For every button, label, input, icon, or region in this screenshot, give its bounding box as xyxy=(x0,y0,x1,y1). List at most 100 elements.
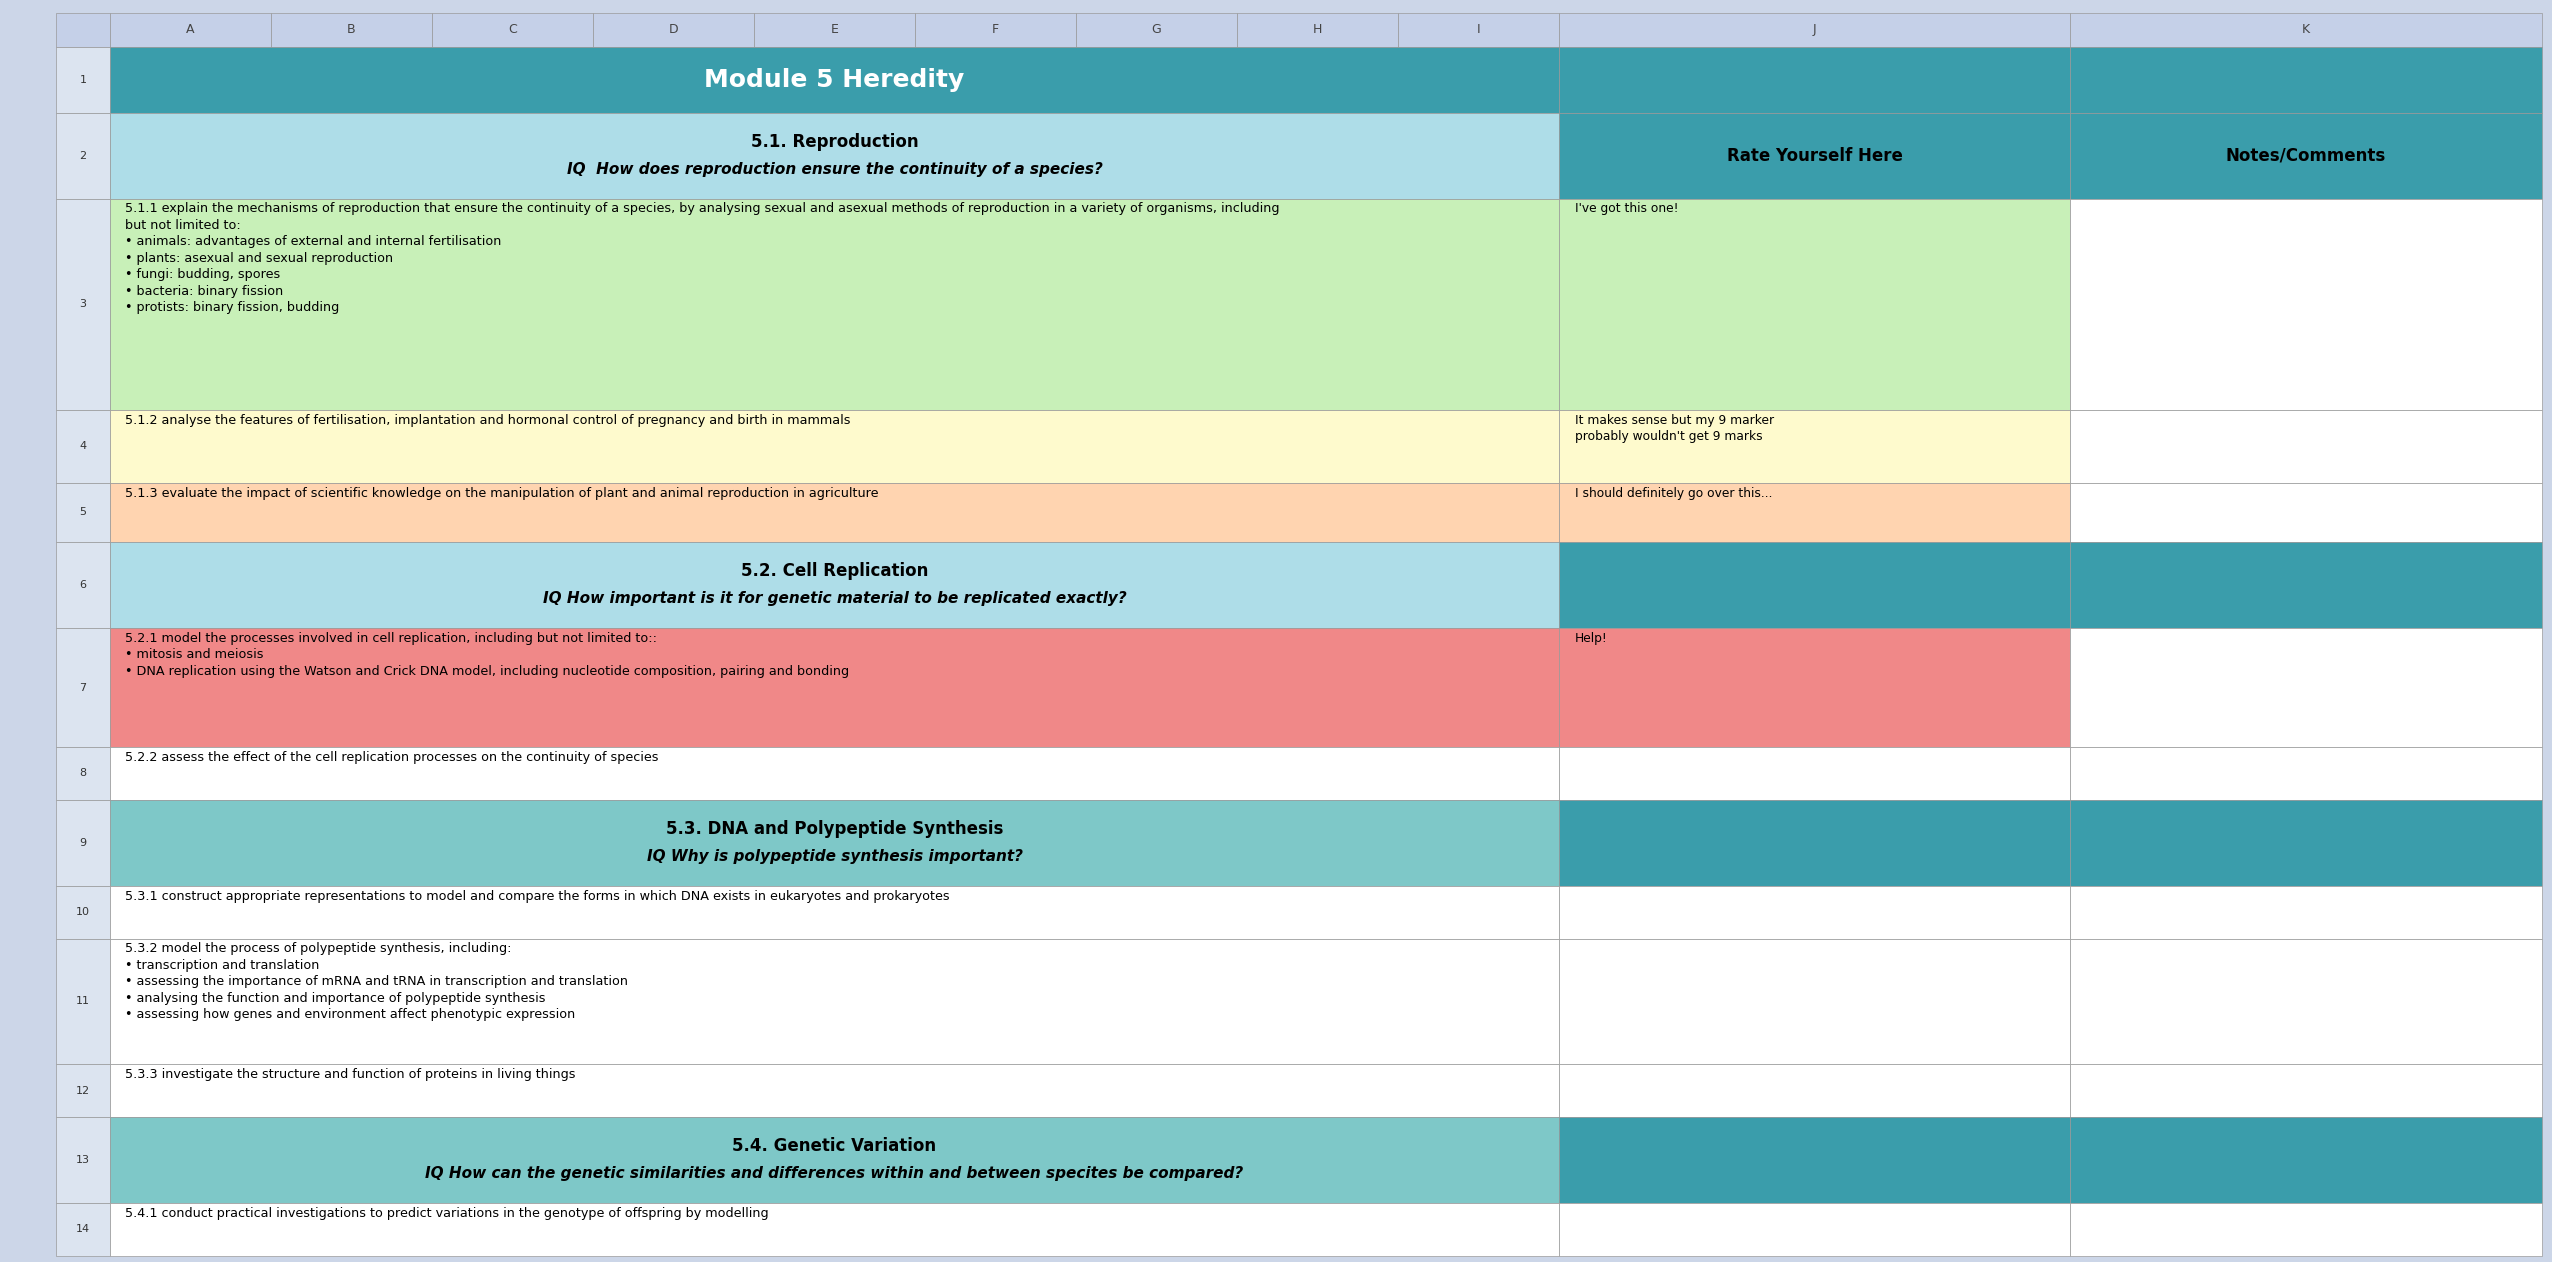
Text: B: B xyxy=(347,23,355,37)
FancyBboxPatch shape xyxy=(110,1064,1559,1117)
FancyBboxPatch shape xyxy=(110,939,1559,1064)
FancyBboxPatch shape xyxy=(1559,543,2070,628)
FancyBboxPatch shape xyxy=(1559,886,2070,939)
Text: E: E xyxy=(829,23,840,37)
FancyBboxPatch shape xyxy=(271,13,431,47)
FancyBboxPatch shape xyxy=(110,1203,1559,1256)
Text: 6: 6 xyxy=(79,581,87,591)
FancyBboxPatch shape xyxy=(1398,13,1559,47)
FancyBboxPatch shape xyxy=(2070,112,2542,198)
FancyBboxPatch shape xyxy=(1559,1064,2070,1117)
Text: 5.1.3 evaluate the impact of scientific knowledge on the manipulation of plant a: 5.1.3 evaluate the impact of scientific … xyxy=(125,487,878,500)
Text: 2: 2 xyxy=(79,150,87,160)
Text: It makes sense but my 9 marker
probably wouldn't get 9 marks: It makes sense but my 9 marker probably … xyxy=(1575,414,1774,443)
FancyBboxPatch shape xyxy=(110,47,1559,112)
FancyBboxPatch shape xyxy=(56,800,110,886)
Text: IQ  How does reproduction ensure the continuity of a species?: IQ How does reproduction ensure the cont… xyxy=(567,162,1102,177)
FancyBboxPatch shape xyxy=(56,886,110,939)
Text: 5.1.1 explain the mechanisms of reproduction that ensure the continuity of a spe: 5.1.1 explain the mechanisms of reproduc… xyxy=(125,202,1279,314)
FancyBboxPatch shape xyxy=(2070,1117,2542,1203)
FancyBboxPatch shape xyxy=(431,13,592,47)
Text: J: J xyxy=(1812,23,1817,37)
FancyBboxPatch shape xyxy=(2070,198,2542,410)
Text: I: I xyxy=(1478,23,1480,37)
FancyBboxPatch shape xyxy=(56,198,110,410)
Text: IQ How important is it for genetic material to be replicated exactly?: IQ How important is it for genetic mater… xyxy=(544,592,1125,606)
FancyBboxPatch shape xyxy=(2070,410,2542,483)
Text: 14: 14 xyxy=(77,1224,89,1234)
Text: IQ How can the genetic similarities and differences within and between specites : IQ How can the genetic similarities and … xyxy=(426,1166,1243,1181)
FancyBboxPatch shape xyxy=(916,13,1077,47)
FancyBboxPatch shape xyxy=(2070,1203,2542,1256)
Text: 5.3.2 model the process of polypeptide synthesis, including:
• transcription and: 5.3.2 model the process of polypeptide s… xyxy=(125,943,628,1021)
FancyBboxPatch shape xyxy=(753,13,916,47)
FancyBboxPatch shape xyxy=(2070,747,2542,800)
Text: C: C xyxy=(508,23,516,37)
FancyBboxPatch shape xyxy=(1559,628,2070,747)
Text: 5: 5 xyxy=(79,507,87,517)
FancyBboxPatch shape xyxy=(1559,939,2070,1064)
Text: 5.3.1 construct appropriate representations to model and compare the forms in wh: 5.3.1 construct appropriate representati… xyxy=(125,890,949,902)
FancyBboxPatch shape xyxy=(110,483,1559,543)
FancyBboxPatch shape xyxy=(56,13,110,47)
FancyBboxPatch shape xyxy=(1559,483,2070,543)
Text: 10: 10 xyxy=(77,907,89,917)
FancyBboxPatch shape xyxy=(56,543,110,628)
FancyBboxPatch shape xyxy=(56,47,110,112)
Text: 5.4. Genetic Variation: 5.4. Genetic Variation xyxy=(732,1137,937,1155)
FancyBboxPatch shape xyxy=(56,628,110,747)
FancyBboxPatch shape xyxy=(110,543,1559,628)
Text: 5.3. DNA and Polypeptide Synthesis: 5.3. DNA and Polypeptide Synthesis xyxy=(666,820,1003,838)
Text: I've got this one!: I've got this one! xyxy=(1575,202,1679,216)
FancyBboxPatch shape xyxy=(1559,1203,2070,1256)
FancyBboxPatch shape xyxy=(110,1117,1559,1203)
FancyBboxPatch shape xyxy=(56,1203,110,1256)
Text: Notes/Comments: Notes/Comments xyxy=(2225,146,2386,165)
FancyBboxPatch shape xyxy=(1077,13,1238,47)
FancyBboxPatch shape xyxy=(2070,543,2542,628)
Text: 5.2.2 assess the effect of the cell replication processes on the continuity of s: 5.2.2 assess the effect of the cell repl… xyxy=(125,751,658,764)
FancyBboxPatch shape xyxy=(2070,483,2542,543)
Text: 1: 1 xyxy=(79,74,87,85)
Text: Help!: Help! xyxy=(1575,632,1608,645)
FancyBboxPatch shape xyxy=(2070,1064,2542,1117)
Text: IQ Why is polypeptide synthesis important?: IQ Why is polypeptide synthesis importan… xyxy=(646,849,1023,864)
FancyBboxPatch shape xyxy=(1559,112,2070,198)
FancyBboxPatch shape xyxy=(110,112,1559,198)
FancyBboxPatch shape xyxy=(110,198,1559,410)
FancyBboxPatch shape xyxy=(1559,410,2070,483)
Text: 4: 4 xyxy=(79,442,87,452)
FancyBboxPatch shape xyxy=(56,112,110,198)
Text: G: G xyxy=(1151,23,1161,37)
Text: 5.4.1 conduct practical investigations to predict variations in the genotype of : 5.4.1 conduct practical investigations t… xyxy=(125,1206,768,1219)
FancyBboxPatch shape xyxy=(1559,747,2070,800)
Text: 3: 3 xyxy=(79,299,87,309)
Text: 11: 11 xyxy=(77,996,89,1006)
FancyBboxPatch shape xyxy=(1559,1117,2070,1203)
FancyBboxPatch shape xyxy=(56,747,110,800)
FancyBboxPatch shape xyxy=(56,939,110,1064)
FancyBboxPatch shape xyxy=(56,483,110,543)
FancyBboxPatch shape xyxy=(2070,886,2542,939)
FancyBboxPatch shape xyxy=(2070,13,2542,47)
Text: D: D xyxy=(669,23,679,37)
Text: Rate Yourself Here: Rate Yourself Here xyxy=(1728,146,1901,165)
FancyBboxPatch shape xyxy=(1559,47,2070,112)
Text: A: A xyxy=(186,23,194,37)
Text: 5.1.2 analyse the features of fertilisation, implantation and hormonal control o: 5.1.2 analyse the features of fertilisat… xyxy=(125,414,850,427)
FancyBboxPatch shape xyxy=(2070,47,2542,112)
FancyBboxPatch shape xyxy=(110,800,1559,886)
Text: 7: 7 xyxy=(79,683,87,693)
FancyBboxPatch shape xyxy=(1238,13,1398,47)
Text: 5.3.3 investigate the structure and function of proteins in living things: 5.3.3 investigate the structure and func… xyxy=(125,1068,577,1080)
Text: 5.2. Cell Replication: 5.2. Cell Replication xyxy=(740,563,929,581)
Text: 5.2.1 model the processes involved in cell replication, including but not limite: 5.2.1 model the processes involved in ce… xyxy=(125,632,850,678)
Text: 12: 12 xyxy=(77,1085,89,1095)
FancyBboxPatch shape xyxy=(2070,628,2542,747)
FancyBboxPatch shape xyxy=(110,13,271,47)
Text: 5.1. Reproduction: 5.1. Reproduction xyxy=(750,133,919,151)
FancyBboxPatch shape xyxy=(1559,198,2070,410)
FancyBboxPatch shape xyxy=(56,410,110,483)
FancyBboxPatch shape xyxy=(110,628,1559,747)
FancyBboxPatch shape xyxy=(56,1064,110,1117)
